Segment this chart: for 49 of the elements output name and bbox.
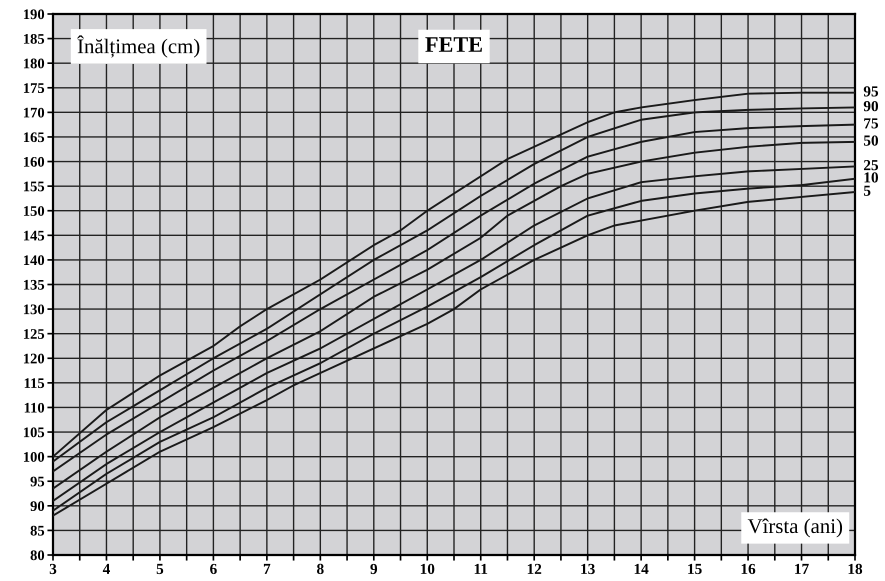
x-tick-label: 10 bbox=[420, 564, 434, 574]
y-tick-label: 85 bbox=[30, 526, 44, 536]
x-tick-label: 5 bbox=[156, 564, 164, 574]
y-axis-title: Înălțimea (cm) bbox=[77, 35, 200, 58]
x-tick-label: 9 bbox=[370, 564, 378, 574]
x-tick-label: 6 bbox=[210, 564, 217, 574]
y-tick-label: 180 bbox=[24, 58, 44, 68]
y-tick-label: 95 bbox=[30, 476, 44, 486]
series-label: 5 bbox=[864, 186, 870, 196]
series-label: 90 bbox=[864, 100, 878, 112]
x-tick-label: 8 bbox=[317, 564, 324, 574]
x-tick-label: 18 bbox=[848, 564, 862, 574]
x-tick-label: 4 bbox=[102, 564, 110, 574]
series-label: 10 bbox=[864, 172, 878, 183]
x-tick-label: 11 bbox=[474, 564, 488, 574]
x-tick-label: 17 bbox=[795, 564, 809, 574]
x-tick-label: 16 bbox=[742, 564, 756, 574]
y-tick-label: 90 bbox=[30, 501, 44, 512]
series-label: 95 bbox=[864, 86, 878, 97]
y-tick-label: 150 bbox=[24, 206, 44, 216]
y-tick-label: 125 bbox=[24, 329, 44, 339]
y-tick-label: 135 bbox=[24, 280, 44, 290]
x-tick-label: 7 bbox=[264, 564, 270, 574]
y-tick-label: 120 bbox=[24, 354, 44, 364]
y-tick-label: 80 bbox=[30, 550, 44, 560]
y-tick-label: 185 bbox=[24, 34, 44, 44]
y-tick-label: 190 bbox=[24, 9, 44, 20]
x-tick-label: 15 bbox=[688, 564, 702, 574]
x-tick-label: 12 bbox=[528, 564, 542, 574]
x-axis-title: Vîrsta (ani) bbox=[748, 518, 842, 538]
y-tick-label: 140 bbox=[24, 255, 44, 266]
series-label: 25 bbox=[864, 160, 878, 170]
y-tick-label: 170 bbox=[24, 108, 44, 118]
y-tick-label: 110 bbox=[24, 402, 44, 413]
y-tick-label: 175 bbox=[24, 83, 44, 93]
y-tick-label: 155 bbox=[24, 182, 44, 192]
y-tick-label: 105 bbox=[24, 427, 44, 438]
y-tick-label: 115 bbox=[24, 378, 44, 388]
y-tick-label: 145 bbox=[24, 230, 44, 241]
series-label: 50 bbox=[864, 135, 878, 146]
x-tick-label: 13 bbox=[581, 564, 595, 574]
y-tick-label: 130 bbox=[24, 304, 44, 314]
text: FETE bbox=[425, 37, 482, 52]
x-tick-label: 3 bbox=[50, 564, 56, 574]
series-label: 75 bbox=[864, 118, 878, 128]
x-tick-label: 14 bbox=[634, 564, 648, 574]
y-tick-label: 165 bbox=[24, 132, 44, 142]
y-tick-label: 100 bbox=[24, 452, 44, 462]
y-tick-label: 160 bbox=[24, 156, 44, 167]
